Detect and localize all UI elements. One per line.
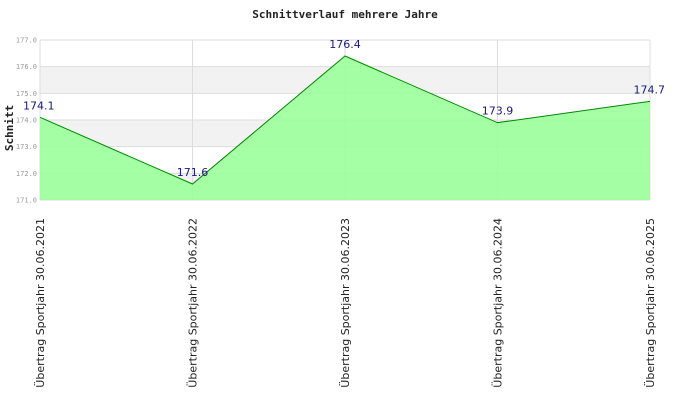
- x-tick-label: Übertrag Sportjahr 30.06.2024: [492, 218, 505, 388]
- y-tick-labels: 171.0 172.0 173.0 174.0 175.0 176.0 177.0: [16, 37, 37, 205]
- x-tick-label: Übertrag Sportjahr 30.06.2022: [187, 218, 200, 388]
- series-area: [40, 56, 650, 200]
- x-tick-labels: Übertrag Sportjahr 30.06.2021 Übertrag Sp…: [34, 218, 657, 388]
- chart-title: Schnittverlauf mehrere Jahre: [252, 8, 438, 21]
- data-label: 176.4: [329, 38, 361, 51]
- x-tick-label: Übertrag Sportjahr 30.06.2021: [34, 218, 47, 388]
- y-axis-label: Schnitt: [3, 105, 16, 151]
- y-tick-label: 171.0: [16, 197, 37, 205]
- x-tick-label: Übertrag Sportjahr 30.06.2023: [339, 218, 352, 388]
- y-tick-label: 172.0: [16, 170, 37, 178]
- data-label: 174.1: [23, 99, 55, 112]
- y-tick-label: 176.0: [16, 63, 37, 71]
- data-label: 173.9: [482, 105, 514, 118]
- x-tick-label: Übertrag Sportjahr 30.06.2025: [644, 218, 657, 388]
- data-label: 174.7: [634, 83, 666, 96]
- data-label: 171.6: [177, 166, 209, 179]
- series-line: [39, 55, 651, 185]
- y-tick-label: 175.0: [16, 90, 37, 98]
- y-tick-label: 174.0: [16, 117, 37, 125]
- data-labels: 174.1 171.6 176.4 173.9 174.7: [23, 38, 665, 179]
- y-tick-label: 177.0: [16, 37, 37, 45]
- y-tick-label: 173.0: [16, 143, 37, 151]
